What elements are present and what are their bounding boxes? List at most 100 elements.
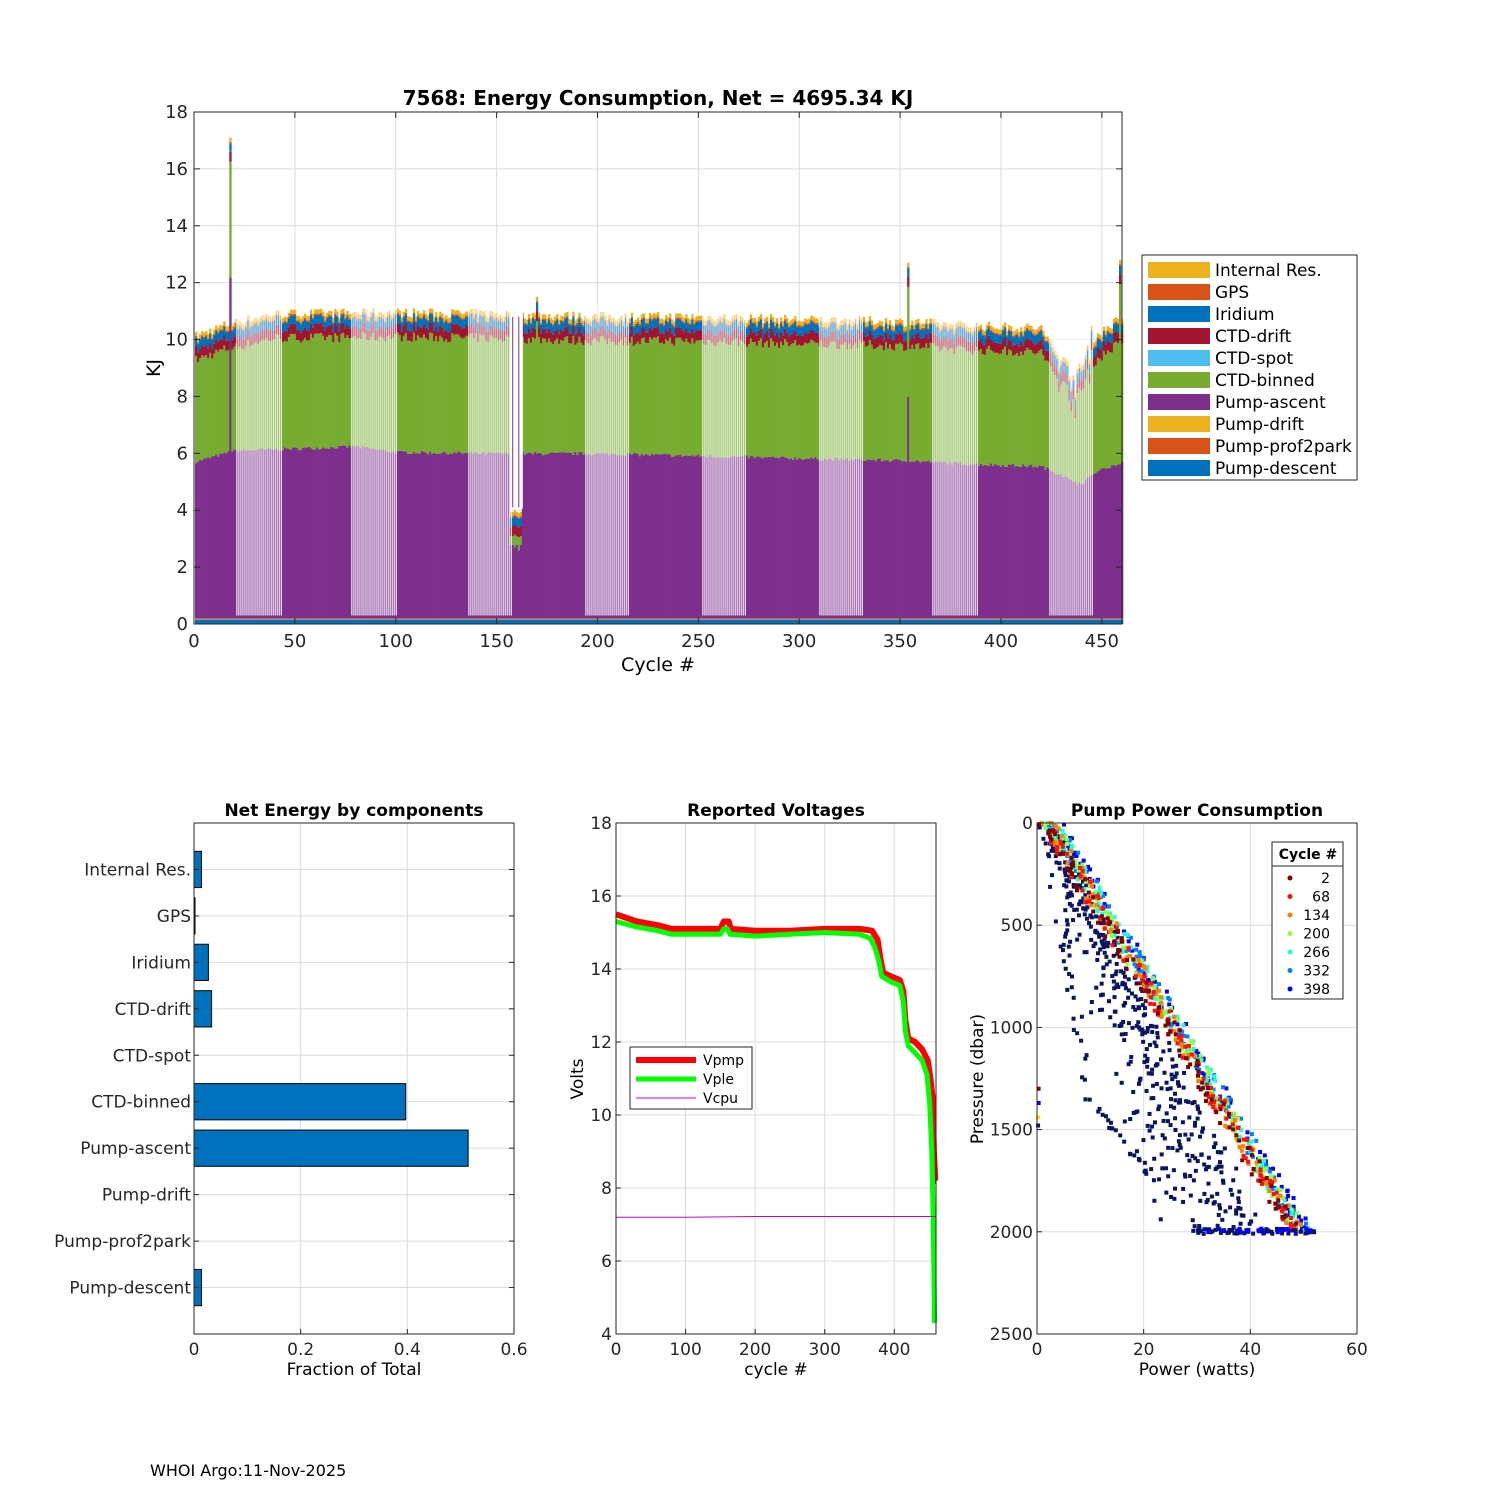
bar-segment [808,332,811,343]
bar-segment [1001,329,1005,331]
legend-swatch [1148,394,1210,410]
bar-segment [891,330,894,340]
bar-segment [312,619,315,620]
cycle-bar [529,318,533,624]
bar-segment [231,618,234,620]
bar-segment [963,618,966,620]
bar-segment [769,456,773,619]
bar-segment [872,618,876,620]
bar-segment [673,619,676,624]
y-tick-label: 8 [177,386,188,407]
bar-segment [1040,465,1043,619]
bar-segment [644,618,648,620]
bar-segment [420,327,424,338]
cycle-bar [880,321,884,624]
bar-segment [864,346,868,461]
cycle-bar [778,323,781,624]
bar-segment [404,618,408,620]
bar-segment [1008,339,1011,350]
bar-segment [1108,327,1112,333]
bar-segment [269,619,272,624]
bar-segment [307,340,311,447]
cycle-bar [921,323,924,624]
bar-segment [654,313,658,318]
bar-segment [993,352,997,465]
bar-segment [376,619,379,620]
bar-segment [689,455,692,619]
bar-segment [862,619,866,624]
bar-segment [981,619,985,624]
bar-segment [320,322,323,333]
cycle-bar [884,318,888,624]
bar-segment [424,619,428,624]
bar-segment [215,454,218,619]
bar-segment [410,321,414,324]
bar-segment [1096,333,1100,338]
bar-segment [312,619,315,624]
bar-segment [719,619,722,624]
bar-segment [711,618,714,620]
bar-segment [283,340,287,448]
bar-segment [1036,334,1039,344]
bar-segment [233,326,236,329]
bar-segment [903,331,906,333]
cycle-bar [342,308,345,624]
bar-segment [338,445,341,619]
bar-segment [336,325,339,336]
bar-segment [1046,360,1049,468]
bar-segment [465,452,468,619]
bar-segment [439,618,442,620]
bar-segment [467,619,470,620]
bar-segment [1112,618,1116,620]
bar-segment [745,328,749,337]
bar-segment [808,318,811,323]
bar-segment [618,619,621,624]
bar-segment [539,324,543,334]
bar-segment [689,619,692,624]
bar-segment [201,336,204,346]
legend-item: Iridium [1148,305,1275,325]
bar-segment [939,619,942,620]
bar-segment [681,321,684,331]
bar-segment [852,619,855,620]
bar-segment [667,618,670,620]
bar-segment [1060,619,1063,624]
bar-segment [1070,618,1073,620]
bar-segment [1046,619,1049,624]
bar-segment [531,618,535,620]
bar-segment [919,330,922,339]
bar-segment [1090,618,1094,620]
bar-segment [695,618,698,620]
bar-segment [975,619,979,624]
cycle-bar [406,316,410,624]
bar-segment [646,333,650,343]
bar-segment [513,618,517,620]
bar-segment [973,619,977,624]
bar-segment [656,326,660,337]
bar-segment [1116,323,1120,325]
bar-segment [909,330,912,340]
bar-segment [652,327,656,338]
bar-segment [778,618,781,620]
bar-segment [804,332,807,343]
bar-segment [868,460,872,619]
bar-segment [554,320,557,323]
bar-segment [297,450,301,619]
bar-segment [435,453,438,619]
bar-segment [330,619,333,624]
bar-segment [305,321,309,331]
bar-segment [1068,619,1071,620]
bar-segment [223,452,226,619]
bar-segment [427,619,430,620]
bar-segment [939,619,942,624]
bar-segment [612,619,615,624]
bar-segment [1022,336,1025,346]
bar-segment [909,339,912,350]
bar-segment [975,619,979,620]
bar-segment [921,619,924,624]
bar-segment [1018,618,1021,620]
bar-segment [435,316,438,318]
bar-segment [1001,349,1005,465]
bar-segment [509,618,513,620]
bar-segment [560,320,563,322]
